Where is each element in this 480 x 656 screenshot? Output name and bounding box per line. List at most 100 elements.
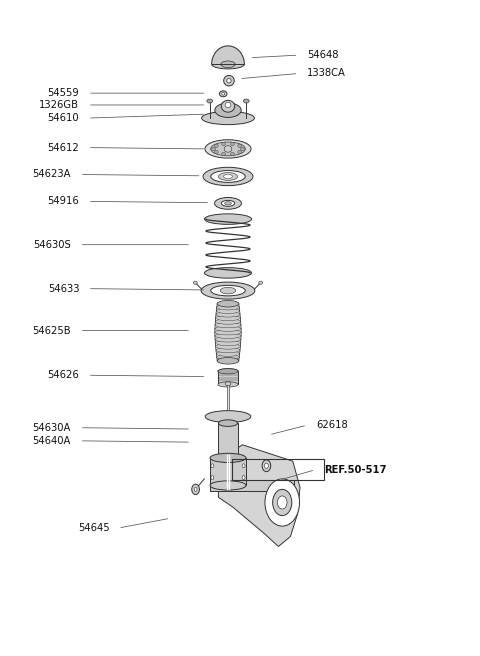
Bar — [226, 417, 230, 453]
Ellipse shape — [218, 456, 238, 462]
Ellipse shape — [211, 476, 214, 480]
Text: 54648: 54648 — [307, 50, 339, 60]
Ellipse shape — [210, 481, 246, 490]
Ellipse shape — [215, 329, 241, 335]
Circle shape — [273, 489, 292, 516]
Polygon shape — [212, 46, 244, 64]
Text: 54626: 54626 — [48, 370, 79, 380]
Ellipse shape — [217, 304, 239, 310]
Ellipse shape — [215, 333, 241, 338]
Circle shape — [262, 460, 271, 472]
Circle shape — [264, 463, 268, 468]
Text: 54630S: 54630S — [33, 239, 71, 250]
Ellipse shape — [230, 152, 234, 155]
Ellipse shape — [218, 420, 238, 426]
Ellipse shape — [242, 476, 245, 480]
Ellipse shape — [221, 201, 235, 206]
Bar — [218, 371, 238, 384]
Bar — [227, 384, 229, 410]
Ellipse shape — [217, 355, 239, 360]
Ellipse shape — [225, 102, 231, 108]
Bar — [210, 480, 294, 491]
Text: 54645: 54645 — [78, 523, 109, 533]
Ellipse shape — [238, 150, 241, 154]
Ellipse shape — [218, 173, 238, 180]
Ellipse shape — [211, 171, 245, 182]
Ellipse shape — [203, 167, 253, 186]
Ellipse shape — [224, 174, 232, 178]
Bar — [218, 423, 238, 459]
Ellipse shape — [207, 99, 213, 103]
Ellipse shape — [216, 348, 240, 353]
Ellipse shape — [217, 358, 239, 363]
Text: 62618: 62618 — [316, 420, 348, 430]
Ellipse shape — [211, 285, 245, 296]
Ellipse shape — [220, 287, 236, 294]
Ellipse shape — [216, 312, 240, 317]
Text: 54610: 54610 — [48, 113, 79, 123]
Ellipse shape — [222, 92, 225, 95]
Ellipse shape — [217, 300, 239, 307]
Ellipse shape — [222, 152, 226, 155]
Text: 1326GB: 1326GB — [39, 100, 79, 110]
Text: 54625B: 54625B — [33, 325, 71, 336]
Ellipse shape — [242, 464, 245, 468]
Bar — [210, 458, 246, 485]
Ellipse shape — [205, 411, 251, 422]
Ellipse shape — [222, 142, 226, 146]
Ellipse shape — [216, 319, 240, 324]
Ellipse shape — [219, 91, 227, 96]
Text: 54630A: 54630A — [33, 422, 71, 433]
Ellipse shape — [212, 60, 244, 69]
Ellipse shape — [221, 61, 235, 68]
Ellipse shape — [215, 150, 218, 154]
Ellipse shape — [215, 337, 241, 342]
Ellipse shape — [201, 282, 255, 299]
Ellipse shape — [225, 382, 231, 386]
Text: REF.50-517: REF.50-517 — [324, 464, 386, 475]
Circle shape — [277, 496, 287, 509]
Ellipse shape — [205, 140, 251, 158]
Ellipse shape — [259, 281, 263, 285]
Ellipse shape — [230, 142, 234, 146]
Ellipse shape — [218, 369, 238, 374]
Ellipse shape — [216, 351, 240, 356]
Ellipse shape — [227, 78, 231, 83]
Ellipse shape — [193, 281, 197, 285]
Ellipse shape — [225, 202, 231, 205]
Ellipse shape — [216, 308, 240, 314]
Ellipse shape — [216, 340, 240, 346]
Ellipse shape — [218, 382, 238, 387]
Ellipse shape — [210, 453, 246, 462]
Ellipse shape — [211, 464, 214, 468]
Circle shape — [265, 479, 300, 526]
Ellipse shape — [217, 301, 239, 306]
Ellipse shape — [217, 358, 239, 364]
Ellipse shape — [218, 369, 238, 374]
Ellipse shape — [216, 316, 240, 321]
Text: 54612: 54612 — [48, 142, 79, 153]
Ellipse shape — [204, 268, 252, 278]
Ellipse shape — [243, 99, 249, 103]
Ellipse shape — [240, 147, 244, 150]
Ellipse shape — [221, 100, 235, 112]
Ellipse shape — [202, 112, 254, 125]
Ellipse shape — [215, 103, 241, 117]
Ellipse shape — [215, 197, 241, 209]
Text: 54559: 54559 — [48, 88, 79, 98]
Ellipse shape — [216, 344, 240, 349]
Ellipse shape — [224, 146, 232, 152]
Text: 54633: 54633 — [48, 283, 79, 294]
Circle shape — [192, 484, 200, 495]
Ellipse shape — [215, 144, 218, 148]
Ellipse shape — [215, 323, 241, 328]
Ellipse shape — [238, 144, 241, 148]
Text: 54916: 54916 — [48, 196, 79, 207]
Ellipse shape — [204, 214, 252, 224]
Ellipse shape — [211, 142, 245, 155]
Text: 54623A: 54623A — [33, 169, 71, 180]
Ellipse shape — [212, 147, 216, 150]
Text: 1338CA: 1338CA — [307, 68, 346, 79]
Ellipse shape — [224, 75, 234, 86]
Ellipse shape — [215, 326, 241, 331]
